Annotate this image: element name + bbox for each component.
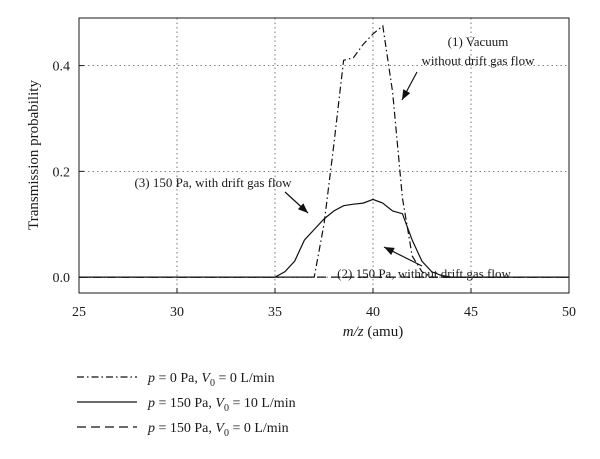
legend-nodrift-v-sub: 0 [224,428,229,439]
series-drift-line [79,198,569,278]
arrow-vacuum [401,71,418,101]
tick-label-x-4: 45 [464,305,478,320]
legend-label-drift: p = 150 Pa, V0 = 10 L/min [147,396,296,414]
legend-vacuum-v-val: = 0 L/min [215,371,275,386]
legend-vacuum-p: p [147,371,155,386]
y-axis-label: Transmission probability [26,80,42,230]
legend-nodrift-v-val: = 0 L/min [229,421,289,436]
tick-label-x-2: 35 [268,305,282,320]
annotations: (1) Vacuum without drift gas flow (3) 15… [134,34,535,281]
x-axis-label-mz: m/z [343,324,364,340]
series-group [79,24,569,278]
legend-vacuum-v: V [201,371,211,386]
tick-label-x-5: 50 [562,305,576,320]
arrow-nodrift [383,246,423,267]
legend-label-nodrift: p = 150 Pa, V0 = 0 L/min [147,421,289,439]
tick-label-y-1: 0.2 [53,165,71,180]
annotation-vacuum-line1: (1) Vacuum [448,34,509,49]
x-axis-label-unit: (amu) [364,324,404,340]
legend-nodrift-p: p [147,421,155,436]
legend-drift-p-val: = 150 Pa, [155,396,215,411]
legend-drift-v-val: = 10 L/min [229,396,296,411]
annotation-vacuum-line2: without drift gas flow [421,53,535,68]
legend-vacuum-p-val: = 0 Pa, [155,371,201,386]
legend-drift-v: V [215,396,225,411]
arrow-drift [284,191,309,214]
annotation-drift: (3) 150 Pa, with drift gas flow [134,175,292,190]
tick-marks [78,65,570,293]
tick-label-y-0: 0.0 [53,271,71,286]
legend-vacuum-v-sub: 0 [210,378,215,389]
legend-drift-v-sub: 0 [224,403,229,414]
tick-label-y-2: 0.4 [53,60,71,75]
legend-nodrift-p-val: = 150 Pa, [155,421,215,436]
tick-label-x-0: 25 [72,305,86,320]
plot-frame [78,17,570,294]
tick-labels: 25 30 35 40 45 50 0.0 0.2 0.4 [53,60,577,320]
x-axis-label: m/z (amu) [343,324,403,340]
tick-label-x-1: 30 [170,305,184,320]
annotation-arrows [284,71,423,267]
legend-label-vacuum: p = 0 Pa, V0 = 0 L/min [147,371,275,389]
legend-drift-p: p [147,396,155,411]
annotation-nodrift: (2) 150 Pa, without drift gas flow [337,266,511,281]
tick-label-x-3: 40 [366,305,380,320]
series-vacuum-line [79,24,569,278]
legend-nodrift-v: V [215,421,225,436]
